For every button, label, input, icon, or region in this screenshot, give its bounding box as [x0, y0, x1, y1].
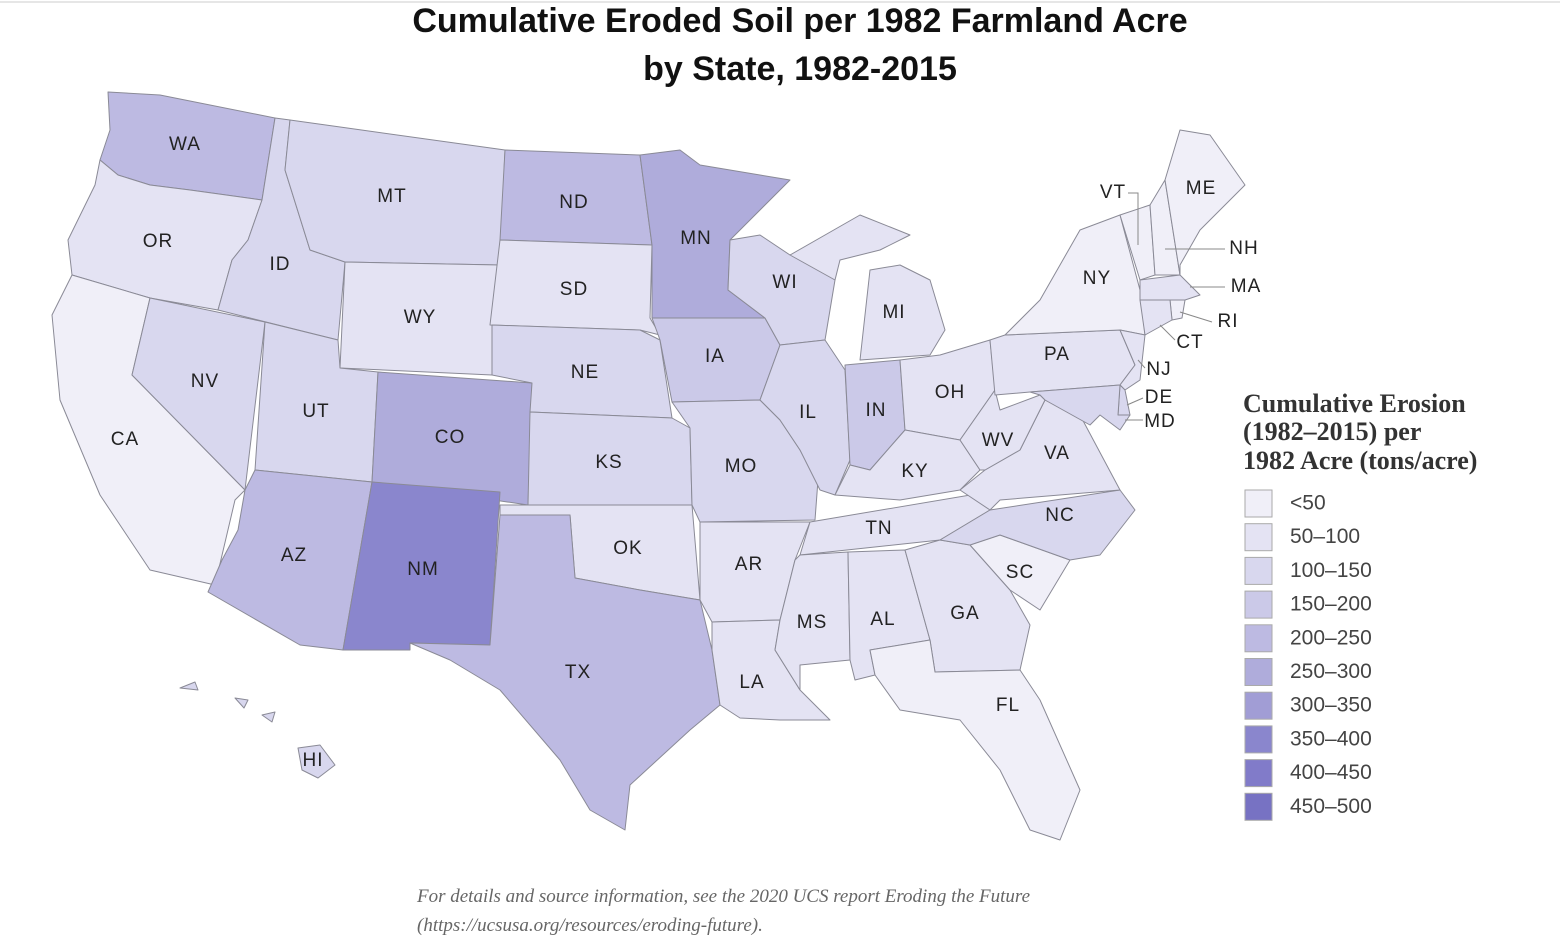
state-label: OH: [935, 382, 966, 403]
footnote: (https://ucsusa.org/resources/eroding-fu…: [417, 915, 763, 936]
legend-label: 100–150: [1290, 559, 1372, 582]
legend-swatch: [1244, 691, 1273, 720]
state-shape: [1164, 129, 1246, 276]
states: WA OR CA NV ID MT WY UT AZ CO NM ND SD NE KS OK TX MN IA MO…: [51, 91, 1262, 841]
state-label: VT: [1100, 182, 1126, 203]
state-label: TX: [565, 662, 591, 683]
legend-label: 150–200: [1290, 593, 1372, 616]
state-shape: [1169, 299, 1186, 321]
state-label: ME: [1186, 178, 1217, 199]
state-label: LA: [739, 672, 764, 693]
state-label: IN: [866, 400, 887, 421]
state-label: VA: [1044, 443, 1070, 464]
state-label: NJ: [1146, 359, 1171, 380]
legend-label: 200–250: [1290, 626, 1372, 649]
legend-label: 300–350: [1290, 694, 1372, 717]
state-label: TN: [865, 518, 892, 539]
legend-label: 450–500: [1290, 795, 1372, 818]
state-label: ND: [559, 192, 588, 213]
state-label: NE: [571, 362, 599, 383]
state-shape: [1139, 299, 1173, 336]
state-label: AR: [735, 554, 763, 575]
leader-line: [1159, 324, 1176, 341]
legend-label: 50–100: [1290, 525, 1360, 548]
legend-swatch: [1244, 489, 1273, 518]
state-label: MT: [377, 186, 406, 207]
legend-swatch: [1244, 523, 1273, 552]
state-label: KS: [595, 452, 622, 473]
state-label: NH: [1229, 238, 1258, 259]
state-label: PA: [1044, 344, 1070, 365]
legend-title: (1982–2015) per: [1243, 417, 1421, 446]
state-shape: [939, 489, 1136, 561]
state-shape: [409, 514, 721, 831]
legend-label: 400–450: [1290, 761, 1372, 784]
state-shape: [789, 214, 946, 361]
state-shape: [869, 639, 1081, 841]
legend-title: Cumulative Erosion: [1243, 389, 1466, 418]
state-label: NV: [191, 371, 219, 392]
state-label: OK: [613, 538, 642, 559]
legend-swatch: [1244, 624, 1273, 653]
state-shape: [1004, 214, 1146, 336]
legend-label: 250–300: [1290, 660, 1372, 683]
state-label: MI: [882, 302, 905, 323]
state-label: UT: [302, 401, 329, 422]
title-line: Cumulative Eroded Soil per 1982 Farmland…: [412, 2, 1187, 40]
state-label: NC: [1045, 505, 1074, 526]
legend-swatch: [1244, 556, 1273, 585]
state-label: WA: [169, 134, 201, 155]
state-shape: [759, 339, 851, 496]
state-shape: [1139, 274, 1201, 301]
state-label: MO: [725, 456, 758, 477]
legend: Cumulative Erosion (1982–2015) per 1982 …: [1243, 389, 1477, 821]
legend-swatch: [1244, 792, 1273, 821]
state-label: NM: [407, 559, 439, 580]
state-label: MS: [797, 612, 828, 633]
state-label: KY: [901, 461, 928, 482]
state-label: ID: [270, 254, 291, 275]
state-label: FL: [996, 695, 1020, 716]
leader-line: [1126, 397, 1144, 406]
state-label: IA: [705, 346, 725, 367]
state-label: DE: [1145, 387, 1173, 408]
state-label: MD: [1144, 411, 1176, 432]
state-label: WV: [982, 430, 1015, 451]
leader-line: [1179, 311, 1213, 323]
state-label: CT: [1176, 332, 1203, 353]
state-label: SC: [1006, 562, 1034, 583]
state-label: RI: [1218, 311, 1239, 332]
state-label: MN: [680, 228, 712, 249]
state-label: WY: [404, 307, 437, 328]
legend-label: <50: [1290, 492, 1326, 515]
state-label: CO: [435, 427, 466, 448]
legend-swatch: [1244, 725, 1273, 754]
state-label: GA: [950, 603, 979, 624]
leader-line: [1128, 192, 1139, 245]
state-shape: [179, 681, 336, 779]
legend-swatch: [1244, 759, 1273, 788]
leader-line: [1137, 359, 1146, 369]
state-label: AL: [870, 609, 895, 630]
state-label: WI: [772, 272, 797, 293]
state-label: NY: [1083, 268, 1111, 289]
state-label: HI: [303, 750, 324, 771]
legend-title: 1982 Acre (tons/acre): [1243, 446, 1477, 475]
state-label: CA: [111, 429, 139, 450]
state-label: MA: [1231, 276, 1262, 297]
footnote: For details and source information, see …: [416, 886, 1030, 907]
legend-swatch: [1244, 658, 1273, 686]
state-label: IL: [799, 402, 817, 423]
legend-label: 350–400: [1290, 727, 1372, 750]
state-label: AZ: [281, 545, 307, 566]
leader-lines: [1125, 192, 1225, 421]
title-line: by State, 1982-2015: [643, 50, 957, 88]
state-shape: [1029, 384, 1131, 431]
state-label: OR: [143, 231, 174, 252]
state-label: SD: [560, 279, 588, 300]
legend-swatch: [1244, 590, 1273, 619]
